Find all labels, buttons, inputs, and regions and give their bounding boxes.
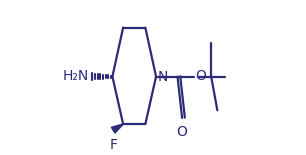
Polygon shape [111,124,123,133]
Text: N: N [158,70,168,84]
Text: H₂N: H₂N [62,69,89,83]
Text: O: O [195,69,206,83]
Text: O: O [177,125,188,139]
Text: F: F [109,137,117,152]
